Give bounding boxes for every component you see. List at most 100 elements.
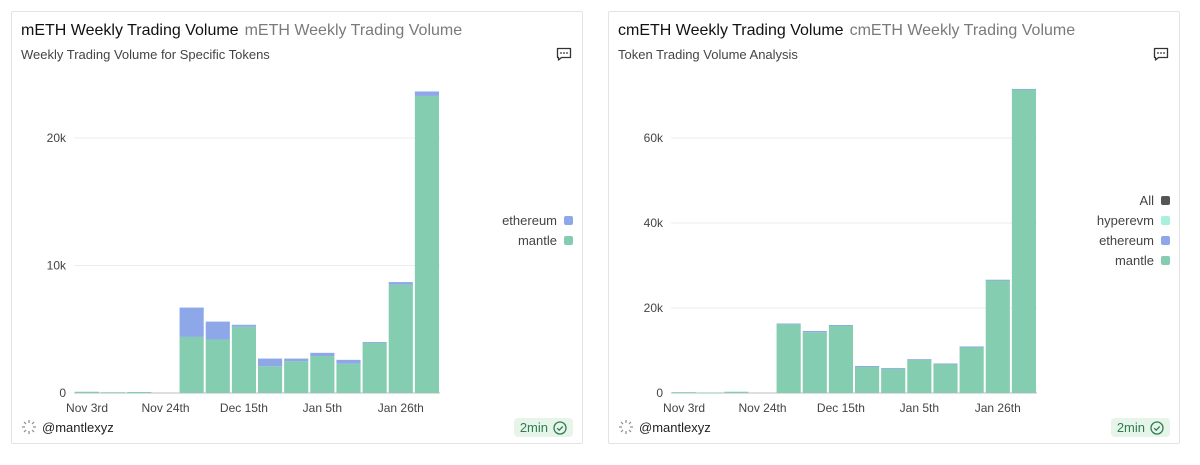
bar-ethereum	[310, 352, 335, 357]
bar-ethereum	[1011, 88, 1036, 90]
legend-label: mantle	[1114, 252, 1154, 268]
y-tick-label: 0	[59, 386, 66, 400]
bar-ethereum	[959, 346, 984, 348]
card-title-row: cmETH Weekly Trading Volume cmETH Weekly …	[618, 22, 1075, 40]
x-tick-label: Nov 3rd	[66, 401, 108, 415]
refresh-time: 2min	[519, 420, 548, 435]
bar-mantle	[698, 392, 723, 394]
legend-swatch	[1161, 235, 1170, 245]
comment-icon[interactable]	[556, 47, 572, 61]
bar-ethereum	[933, 363, 958, 365]
legend-swatch	[564, 215, 573, 225]
bar-ethereum	[802, 330, 827, 333]
bar-ethereum	[231, 324, 256, 327]
legend-item-mantle[interactable]: mantle	[1097, 250, 1170, 270]
x-tick-label: Jan 5th	[900, 401, 939, 415]
bar-mantle	[414, 95, 439, 394]
y-tick-label: 20k	[644, 301, 664, 315]
legend-item-mantle[interactable]: mantle	[502, 230, 573, 250]
bar-mantle	[855, 366, 880, 393]
bar-mantle	[724, 391, 749, 393]
bar-ethereum	[881, 368, 906, 369]
bar-mantle	[959, 346, 984, 393]
author-handle: @mantlexyz	[639, 419, 711, 435]
card-title: mETH Weekly Trading Volume	[21, 22, 239, 39]
bar-mantle	[101, 392, 126, 394]
bar-mantle	[1011, 89, 1036, 393]
author[interactable]: @mantlexyz	[618, 419, 711, 435]
author-handle: @mantlexyz	[42, 419, 114, 435]
card-title-secondary: cmETH Weekly Trading Volume	[849, 22, 1076, 39]
bar-mantle	[205, 339, 230, 393]
bar-mantle	[310, 356, 335, 393]
legend-item-ethereum[interactable]: ethereum	[1097, 230, 1170, 250]
chart-legend: All hyperevm ethereum mantle	[1097, 190, 1170, 270]
card-title-secondary: mETH Weekly Trading Volume	[244, 22, 463, 39]
avatar	[619, 420, 633, 434]
bar-mantle	[362, 342, 387, 393]
comment-icon[interactable]	[1153, 47, 1169, 61]
bar-mantle	[388, 284, 413, 393]
y-tick-label: 40k	[644, 216, 664, 230]
bar-mantle	[881, 368, 906, 393]
y-tick-label: 0	[656, 386, 663, 400]
bar-mantle	[284, 361, 309, 393]
chart-legend: ethereum mantle	[502, 210, 573, 250]
legend-swatch	[1161, 255, 1170, 265]
x-tick-label: Dec 15th	[817, 401, 865, 415]
legend-item-all[interactable]: All	[1097, 190, 1170, 210]
legend-label: hyperevm	[1096, 212, 1154, 228]
x-tick-label: Jan 26th	[975, 401, 1021, 415]
bar-ethereum	[828, 325, 853, 326]
refresh-badge: 2min	[513, 418, 573, 437]
y-tick-label: 60k	[644, 131, 664, 145]
x-tick-label: Dec 15th	[220, 401, 268, 415]
legend-item-hyperevm[interactable]: hyperevm	[1097, 210, 1170, 230]
bar-mantle	[258, 366, 283, 393]
bar-mantle	[985, 279, 1010, 393]
avatar	[22, 420, 36, 434]
bar-mantle	[828, 325, 853, 393]
author[interactable]: @mantlexyz	[21, 419, 114, 435]
x-tick-label: Nov 24th	[738, 401, 786, 415]
legend-swatch	[564, 235, 573, 245]
legend-label: ethereum	[1099, 232, 1154, 248]
bar-ethereum	[362, 342, 387, 343]
legend-label: mantle	[517, 232, 557, 248]
bar-ethereum	[414, 91, 439, 96]
bar-mantle	[127, 391, 152, 393]
check-circle-icon	[1150, 420, 1164, 435]
bar-mantle	[75, 391, 100, 393]
y-tick-label: 10k	[47, 259, 67, 273]
bar-mantle	[179, 336, 204, 393]
y-tick-label: 20k	[47, 131, 67, 145]
legend-label: ethereum	[502, 212, 557, 228]
refresh-badge: 2min	[1110, 418, 1170, 437]
bar-mantle	[336, 363, 361, 393]
legend-label: All	[1139, 192, 1154, 208]
card-subtitle: Token Trading Volume Analysis	[618, 47, 798, 62]
bar-ethereum	[179, 307, 204, 337]
bar-mantle	[802, 332, 827, 393]
chart-card-cmeth: cmETH Weekly Trading Volume cmETH Weekly …	[608, 11, 1180, 444]
bar-ethereum	[985, 279, 1010, 281]
bar-chart-meth: 0 10k 20k Nov 3rd Nov 24th Dec 15th Jan 5th Jan…	[47, 91, 440, 415]
bar-ethereum	[855, 366, 880, 367]
bar-ethereum	[907, 359, 932, 361]
bar-mantle	[231, 326, 256, 393]
legend-swatch	[1161, 195, 1170, 205]
bar-chart-cmeth: 0 20k 40k 60k Nov 3rd Nov 24th Dec 15th Jan 5th…	[644, 88, 1037, 415]
refresh-time: 2min	[1116, 420, 1145, 435]
x-tick-label: Nov 24th	[141, 401, 189, 415]
bar-ethereum	[336, 359, 361, 364]
x-tick-label: Jan 26th	[378, 401, 424, 415]
bar-mantle	[776, 324, 801, 393]
bar-ethereum	[284, 358, 309, 362]
card-subtitle: Weekly Trading Volume for Specific Token…	[21, 47, 270, 62]
legend-item-ethereum[interactable]: ethereum	[502, 210, 573, 230]
card-title-row: mETH Weekly Trading Volume mETH Weekly Tr…	[21, 22, 462, 40]
check-circle-icon	[553, 420, 567, 435]
bar-mantle	[933, 363, 958, 393]
bar-ethereum	[388, 282, 413, 285]
card-title: cmETH Weekly Trading Volume	[618, 22, 844, 39]
